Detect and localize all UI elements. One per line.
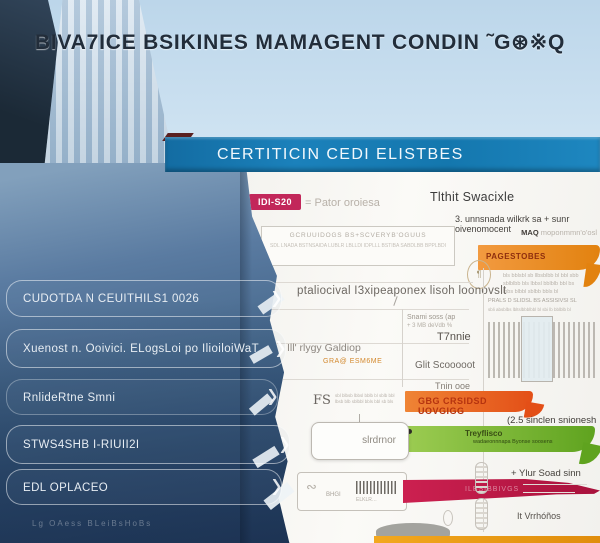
info-col-1: SDL LNADA BSTNSAIDA <box>270 243 328 249</box>
squiggle-icon: ∾ <box>306 479 317 494</box>
flow-column-line <box>402 309 403 387</box>
flow-line <box>253 343 469 344</box>
seal-icon: ¶ <box>467 260 491 289</box>
sidebar-item-label: EDL OPLACEO <box>23 482 109 494</box>
section-banner: CERTITICIN CEDI ELISTBES <box>165 137 600 172</box>
note-rest: moponmmn'o'osl <box>540 228 597 237</box>
sidebar-item-5[interactable]: EDL OPLACEO › <box>6 462 282 508</box>
chevron-right-icon: › <box>271 274 282 319</box>
oval-icon <box>443 510 453 526</box>
document: IDI-S20 = Pator oroiesa Tlthit Swacixle … <box>246 172 600 543</box>
rs-text: sbl blbsb lbbsl bblb bl sblb bbl lbsb bl… <box>335 393 395 404</box>
right-note-line: bls bblsbl sb llbsblbb bl bbl sbb <box>503 273 579 279</box>
green-note: (2.5 sinclen snionesh <box>507 415 597 426</box>
crimson-arrow-banner: ILBSIBBIVGS <box>403 479 600 503</box>
green-arrow-tail <box>578 442 600 468</box>
faint-line <box>523 484 587 485</box>
doc-paragraph: ptaliocival I3xipeaponex lisoh loonovslt <box>297 285 507 297</box>
cell-value-time: T7nnie <box>437 331 471 343</box>
sidebar-item-2[interactable]: Xuenost n. Ooivici. ELogsLoi po Ilioiloi… <box>6 324 286 369</box>
left-panel-shade <box>0 300 315 543</box>
sidebar-item-1[interactable]: CUDOTDA N CEUITHILS1 0026 › <box>6 274 282 319</box>
note-strong: MAQ <box>521 228 539 237</box>
rs-glyph: FS <box>313 393 331 408</box>
doc-heading: Tlthit Swacixle <box>430 190 515 204</box>
orange-arrow-label: PAGESTOBES <box>486 252 546 261</box>
barcode-window <box>521 316 553 382</box>
red-arrow-banner: GBG CRSIDSD UOVGIGG <box>405 391 533 416</box>
orange-arrow-banner: PAGESTOBES <box>478 245 600 270</box>
info-box-title: GCRUUIDOGS BS+SCVERYB'OGUUS <box>289 232 427 239</box>
page-title: BIVA7ICE BSIKINES MAMAGENT CONDIN ˜G⊛※Q <box>0 30 600 55</box>
right-note-line: lbbs blbbl sblbb bbls bl <box>503 289 559 295</box>
ticket-box: ∾ BHGI ELKLR… <box>297 472 407 511</box>
chevron-right-icon: › <box>267 372 278 418</box>
badge-caption: = Pator oroiesa <box>305 197 380 209</box>
sidebar-item-label: CUDOTDA N CEUITHILS1 0026 <box>23 293 200 305</box>
sidebar-item-label: STWS4SHB I-RIUII2I <box>23 439 140 451</box>
divider-line <box>246 282 473 283</box>
right-notes: bls bblsbl sb llbsblbb bl bbl sbb sblblb… <box>503 272 599 296</box>
building-glass-facade <box>44 0 176 170</box>
logo-glyphs-icon: ˜G⊛※Q <box>486 31 566 54</box>
faint-line <box>523 492 575 493</box>
cell-value-2: Glit Scooooot <box>415 360 476 371</box>
sidebar-item-4[interactable]: STWS4SHB I-RIUII2I › <box>6 420 290 465</box>
info-col-2: LUBLR LBLLDI IDPLLL <box>328 243 381 249</box>
document-edge-shadow <box>240 172 252 543</box>
bottom-blob <box>376 523 450 540</box>
info-col-3: BSTIBA SABDLBB BPPLBDI <box>381 243 446 249</box>
cell-accent: GRA@ ESM6ME <box>323 358 383 365</box>
flow-line <box>253 379 469 380</box>
ticket-barcode <box>356 481 396 494</box>
info-box: GCRUUIDOGS BS+SCVERYB'OGUUS SDL LNADA BS… <box>261 226 455 266</box>
bottom-orange-bar <box>374 536 600 543</box>
connector-tick <box>393 296 398 306</box>
green-arrow-sub: wadaeonnnapa Byonse soosens <box>473 439 553 445</box>
cell-label: Ill' rlygy Galdiop <box>287 342 361 354</box>
red-arrow-label: GBG CRSIDSD UOVGIGG <box>418 396 488 416</box>
crimson-arrow-label: ILBSIBBIVGS <box>465 486 520 493</box>
chevron-right-icon: › <box>275 324 286 369</box>
doc-badge: IDI-S20 <box>249 194 301 210</box>
green-arrow-title: Treyflisco <box>465 429 503 438</box>
flow-line <box>253 309 469 310</box>
ticket-label: BHGI <box>326 492 341 498</box>
cell-small-2: + 3 MB deVdb % <box>407 323 453 329</box>
cell-small-1: Snami soss (ap <box>407 314 456 321</box>
sidebar-item-3[interactable]: RnlideRtne Smni › <box>6 372 278 418</box>
barcode-caption-2: sbli absblbs lbltslbbblbbl bl sbi lb bbl… <box>488 307 571 312</box>
watermark-text: Lg OAess BLeiBsHoBs <box>32 519 153 528</box>
chevron-right-icon: › <box>279 420 290 465</box>
capsule-icon <box>475 498 488 530</box>
barcode-caption-1: PRALS D SLIDSL BS ASSISIVSI SL <box>488 298 577 304</box>
chevron-right-icon: › <box>271 462 282 508</box>
cell-value-3: Tnin ooe <box>435 381 471 391</box>
bottom-note: It Vrrhóños <box>517 511 561 521</box>
callout-box: slrdrnor <box>311 422 409 460</box>
title-text: BIVA7ICE BSIKINES MAMAGENT CONDIN <box>34 31 480 54</box>
right-note-line: sblblbb bls lbbsl bblblb bbl bs <box>503 281 575 287</box>
plus-note: + Ylur Soad sinn <box>511 468 581 479</box>
note-line1: 3. unnsnada wilkrk sa + sunr oivenomocen… <box>455 214 570 234</box>
dot-marker <box>407 429 412 434</box>
callout-label: slrdrnor <box>362 435 396 446</box>
green-arrow-banner: Treyflisco wadaeonnnapa Byonse soosens <box>405 426 595 452</box>
capsule-icon <box>475 462 488 494</box>
sidebar-item-label: Xuenost n. Ooivici. ELogsLoi po Ilioiloi… <box>23 343 260 355</box>
sidebar-item-label: RnlideRtne Smni <box>23 392 116 404</box>
ticket-sub: ELKLR… <box>356 497 377 503</box>
connector-line <box>359 414 360 423</box>
